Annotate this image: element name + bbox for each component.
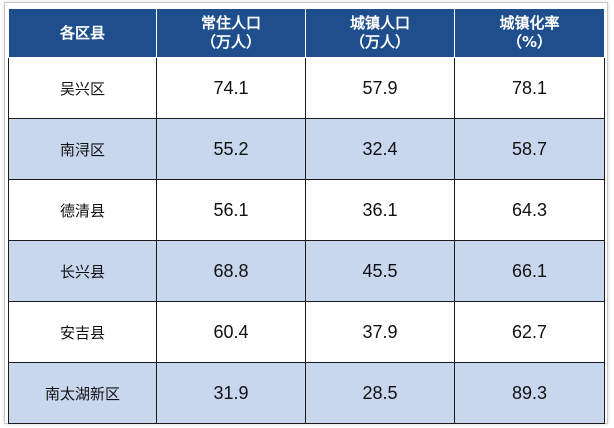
table-row: 安吉县 60.4 37.9 62.7 [8, 301, 605, 363]
population-value: 60.4 [156, 301, 306, 363]
urbanization-rate-value: 58.7 [454, 118, 605, 180]
header-population-label: 常住人口 [200, 14, 261, 32]
urbanization-rate-value: 89.3 [454, 362, 605, 424]
table-frame [4, 2, 608, 424]
urban-population-value: 57.9 [305, 57, 455, 119]
district-name: 吴兴区 [8, 57, 157, 119]
header-district-label: 各区县 [59, 23, 105, 42]
population-value: 56.1 [156, 179, 306, 241]
urban-population-value: 37.9 [305, 301, 455, 363]
urban-population-value: 45.5 [305, 240, 455, 302]
header-population: 常住人口 （万人） [156, 8, 306, 58]
urbanization-rate-value: 64.3 [454, 179, 605, 241]
table-row: 吴兴区 74.1 57.9 78.1 [8, 57, 605, 119]
district-name: 南浔区 [8, 118, 157, 180]
district-name: 南太湖新区 [8, 362, 157, 424]
urban-population-value: 28.5 [305, 362, 455, 424]
table-row: 南浔区 55.2 32.4 58.7 [8, 118, 605, 180]
header-urbanization-rate: 城镇化率 （%） [454, 8, 605, 58]
urban-population-value: 36.1 [305, 179, 455, 241]
urbanization-table: 各区县 常住人口 （万人） 城镇人口 （万人） 城镇化率 （%） 吴兴区 74.… [8, 8, 605, 424]
table-row: 南太湖新区 31.9 28.5 89.3 [8, 362, 605, 424]
header-urban-population-unit: （万人） [349, 33, 410, 51]
header-population-unit: （万人） [200, 33, 261, 51]
urbanization-rate-value: 66.1 [454, 240, 605, 302]
population-value: 74.1 [156, 57, 306, 119]
table-row: 德清县 56.1 36.1 64.3 [8, 179, 605, 241]
urbanization-rate-value: 78.1 [454, 57, 605, 119]
header-row: 各区县 常住人口 （万人） 城镇人口 （万人） 城镇化率 （%） [8, 8, 605, 58]
header-urbanization-rate-unit: （%） [506, 33, 553, 51]
header-district: 各区县 [8, 8, 157, 58]
header-urbanization-rate-label: 城镇化率 [499, 14, 560, 32]
population-value: 31.9 [156, 362, 306, 424]
population-value: 55.2 [156, 118, 306, 180]
urbanization-rate-value: 62.7 [454, 301, 605, 363]
population-value: 68.8 [156, 240, 306, 302]
header-urban-population: 城镇人口 （万人） [305, 8, 455, 58]
district-name: 长兴县 [8, 240, 157, 302]
urban-population-value: 32.4 [305, 118, 455, 180]
header-urban-population-label: 城镇人口 [349, 14, 410, 32]
district-name: 安吉县 [8, 301, 157, 363]
table-row: 长兴县 68.8 45.5 66.1 [8, 240, 605, 302]
district-name: 德清县 [8, 179, 157, 241]
